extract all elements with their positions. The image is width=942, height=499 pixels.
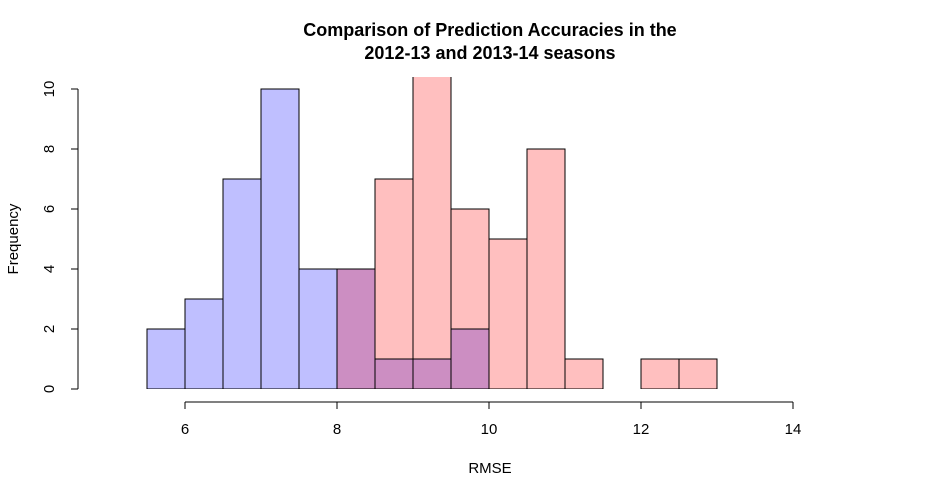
bar-series-1-1 [184, 298, 224, 389]
bar-series-2-5 [526, 148, 566, 389]
x-tick-label-3: 12 [633, 421, 650, 438]
y-axis-label: Frequency [5, 203, 22, 274]
y-tick-label-2: 4 [41, 265, 58, 273]
y-tick-label-5: 10 [41, 81, 58, 98]
histogram-bars [146, 77, 718, 389]
bar-series-1-4 [298, 268, 338, 389]
x-tick-label-0: 6 [181, 421, 189, 438]
x-axis-label: RMSE [468, 460, 511, 477]
y-tick-label-4: 8 [41, 145, 58, 153]
bar-overlap-8 [450, 328, 490, 389]
bar-series-2-9 [678, 358, 718, 389]
bar-overlap-6 [374, 358, 414, 389]
bar-series-2-6 [564, 358, 604, 389]
x-tick-label-1: 8 [333, 421, 341, 438]
y-tick-label-1: 2 [41, 325, 58, 333]
x-tick-label-4: 14 [785, 421, 802, 438]
bar-series-1-2 [222, 178, 262, 389]
chart-title-line-1: Comparison of Prediction Accuracies in t… [303, 20, 676, 40]
bar-overlap-7 [412, 358, 452, 389]
bar-overlap-5 [336, 268, 376, 389]
y-tick-label-3: 6 [41, 205, 58, 213]
bar-series-1-0 [146, 328, 186, 389]
bar-series-2-2 [412, 77, 452, 389]
bar-series-2-4 [488, 238, 528, 389]
y-tick-label-0: 0 [41, 385, 58, 393]
bar-series-1-3 [260, 88, 300, 389]
y-axis: 0 2 4 6 8 10 [41, 81, 79, 393]
bar-series-2-1 [374, 178, 414, 389]
x-axis: 6 8 10 12 14 [181, 401, 802, 438]
chart-title-line-2: 2012-13 and 2013-14 seasons [364, 43, 615, 63]
x-tick-label-2: 10 [481, 421, 498, 438]
bar-series-2-8 [640, 358, 680, 389]
